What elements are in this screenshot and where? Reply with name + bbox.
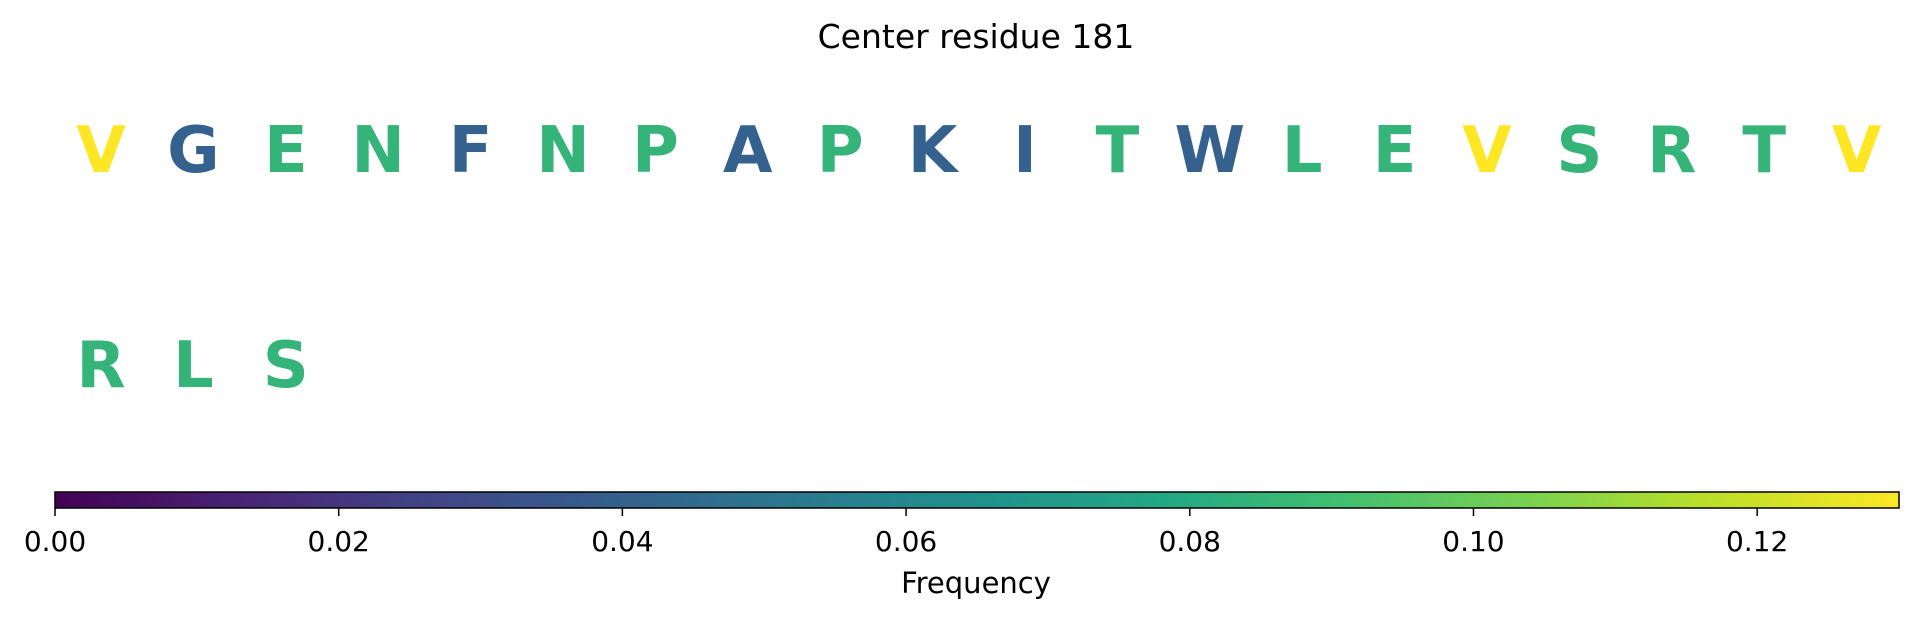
colorbar-label: Frequency [901, 566, 1051, 600]
residue-letter: V [76, 114, 126, 188]
residue-letter: P [817, 114, 864, 188]
residue-letter: N [536, 114, 590, 188]
residue-letter: R [76, 329, 125, 403]
colorbar-tick-label: 0.00 [24, 525, 86, 558]
chart-title: Center residue 181 [818, 17, 1135, 56]
residue-letter: G [167, 114, 220, 188]
residue-letter: S [1556, 114, 1602, 188]
colorbar-tick-label: 0.12 [1726, 525, 1788, 558]
residue-letter: I [1013, 114, 1037, 188]
residue-letter: V [1832, 114, 1882, 188]
residue-letter: T [1096, 114, 1140, 188]
colorbar-tick-label: 0.08 [1159, 525, 1221, 558]
residue-letter: V [1462, 114, 1512, 188]
residue-letter: F [449, 114, 493, 188]
residue-letter: E [1373, 114, 1417, 188]
residue-letter: L [173, 329, 214, 403]
residue-letter: W [1175, 114, 1246, 188]
residue-letter: A [723, 114, 773, 188]
residue-letter: N [351, 114, 405, 188]
residue-letter: T [1742, 114, 1786, 188]
residue-letters: V G E N F N P A P K I T W L E V S R T VR L S [76, 114, 1882, 403]
colorbar-tick-label: 0.04 [591, 525, 653, 558]
colorbar-tick-label: 0.10 [1442, 525, 1504, 558]
residue-letter: K [908, 114, 960, 188]
colorbar-tick-label: 0.06 [875, 525, 937, 558]
colorbar [54, 491, 1900, 509]
residue-letter: E [264, 114, 308, 188]
residue-letter: L [1282, 114, 1323, 188]
residue-letter: P [632, 114, 679, 188]
residue-letter: R [1647, 114, 1696, 188]
colorbar-ticks: 0.00 0.02 0.04 0.06 0.08 0.10 0.12 [24, 508, 1788, 558]
colorbar-tick-label: 0.02 [308, 525, 370, 558]
residue-letter: S [263, 329, 309, 403]
